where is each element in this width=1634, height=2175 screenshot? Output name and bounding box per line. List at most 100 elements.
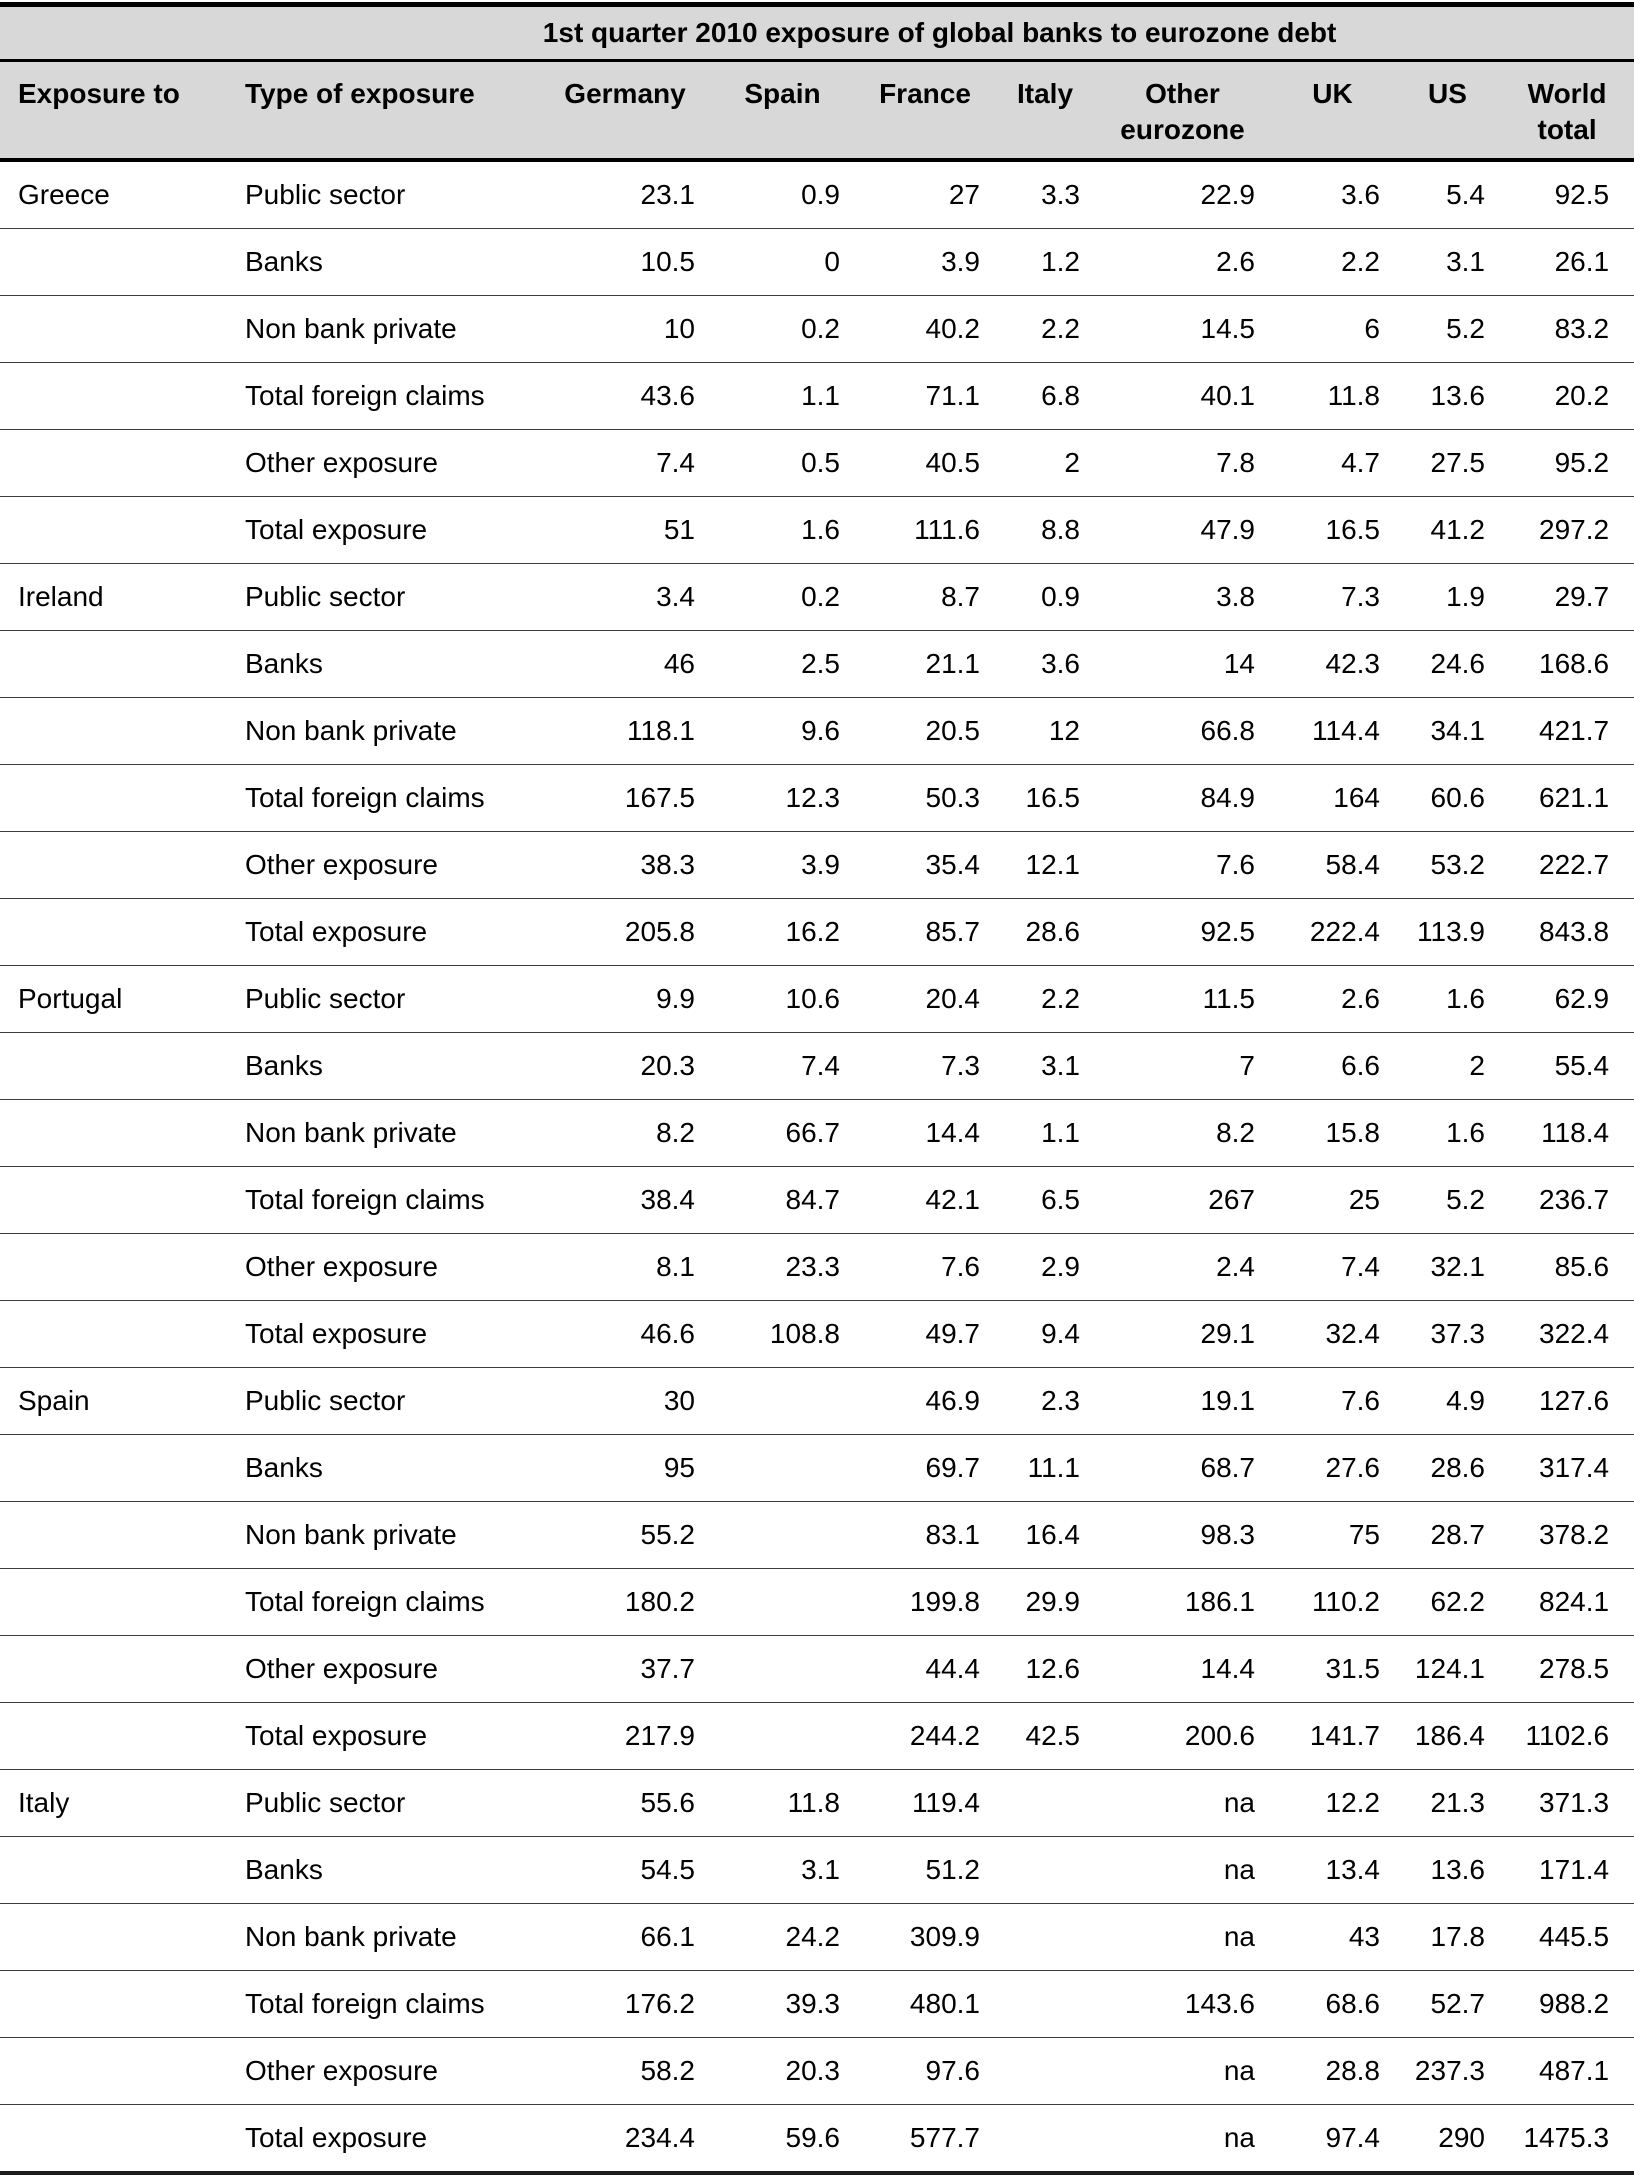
table-row-portugal-total-foreign-claims: Total foreign claims 38.4 84.7 42.1 6.5 267 25…: [0, 1166, 1634, 1234]
country-cell: [0, 831, 245, 899]
value-cell: 55.4: [1500, 1032, 1634, 1100]
column-header-label-line2: total: [1537, 114, 1597, 146]
exposure-type-cell: Public sector: [245, 1769, 540, 1837]
value-cell: 4.7: [1270, 429, 1395, 497]
value-cell: 843.8: [1500, 898, 1634, 966]
value-cell: 92.5: [1095, 898, 1270, 966]
country-cell: [0, 1166, 245, 1234]
value-cell: 445.5: [1500, 1903, 1634, 1971]
value-cell: 487.1: [1500, 2037, 1634, 2105]
value-cell: 28.8: [1270, 2037, 1395, 2105]
country-cell: [0, 362, 245, 430]
value-cell: 1475.3: [1500, 2104, 1634, 2174]
value-cell: 55.2: [540, 1501, 710, 1569]
value-cell: 7.6: [1095, 831, 1270, 899]
value-cell: 27: [855, 160, 995, 229]
column-header-label: UK: [1312, 78, 1353, 109]
country-cell: Italy: [0, 1769, 245, 1837]
value-cell: 42.1: [855, 1166, 995, 1234]
table-row-ireland-banks: Banks 46 2.5 21.1 3.6 14 42.3 24.6 168.6: [0, 630, 1634, 698]
column-header-type-of-exposure: Type of exposure: [245, 60, 540, 162]
value-cell: 7.4: [540, 429, 710, 497]
country-cell: [0, 1099, 245, 1167]
value-cell: 577.7: [855, 2104, 995, 2174]
value-cell: 124.1: [1395, 1635, 1500, 1703]
country-cell: [0, 1233, 245, 1301]
value-cell: 71.1: [855, 362, 995, 430]
value-cell: 40.1: [1095, 362, 1270, 430]
country-cell: Greece: [0, 160, 245, 229]
column-header-label-line2: eurozone: [1120, 114, 1245, 146]
value-cell: 317.4: [1500, 1434, 1634, 1502]
value-cell: 217.9: [540, 1702, 710, 1770]
value-cell: 3.6: [995, 630, 1095, 698]
value-cell: 55.6: [540, 1769, 710, 1837]
value-cell: 24.6: [1395, 630, 1500, 698]
value-cell: 40.5: [855, 429, 995, 497]
table-title: 1st quarter 2010 exposure of global bank…: [245, 4, 1634, 62]
value-cell: 51.2: [855, 1836, 995, 1904]
value-cell: 16.2: [710, 898, 855, 966]
value-cell: 14.5: [1095, 295, 1270, 363]
value-cell: 7.6: [855, 1233, 995, 1301]
value-cell: 114.4: [1270, 697, 1395, 765]
table-row-portugal-non-bank-private: Non bank private 8.2 66.7 14.4 1.1 8.2 15.8 1.6…: [0, 1099, 1634, 1167]
column-header-label: Italy: [1016, 78, 1074, 109]
value-cell: 46: [540, 630, 710, 698]
value-cell: 40.2: [855, 295, 995, 363]
value-cell: 31.5: [1270, 1635, 1395, 1703]
value-cell: 13.6: [1395, 1836, 1500, 1904]
value-cell: 267: [1095, 1166, 1270, 1234]
value-cell: 97.6: [855, 2037, 995, 2105]
exposure-type-cell: Total exposure: [245, 1300, 540, 1368]
country-cell: Spain: [0, 1367, 245, 1435]
value-cell: 237.3: [1395, 2037, 1500, 2105]
country-cell: [0, 697, 245, 765]
country-cell: [0, 1032, 245, 1100]
value-cell: 95: [540, 1434, 710, 1502]
country-cell: [0, 1300, 245, 1368]
value-cell: [710, 1702, 855, 1770]
value-cell: 30: [540, 1367, 710, 1435]
exposure-type-cell: Public sector: [245, 563, 540, 631]
value-cell: 54.5: [540, 1836, 710, 1904]
value-cell: 50.3: [855, 764, 995, 832]
value-cell: 26.1: [1500, 228, 1634, 296]
value-cell: 3.4: [540, 563, 710, 631]
value-cell: 12.2: [1270, 1769, 1395, 1837]
value-cell: 21.3: [1395, 1769, 1500, 1837]
column-header-label: France: [879, 78, 971, 109]
value-cell: 11.5: [1095, 965, 1270, 1033]
table-row-spain-public-sector: Spain Public sector 30 46.9 2.3 19.1 7.6 4.9 127…: [0, 1367, 1634, 1435]
table-body: Greece Public sector 23.1 0.9 27 3.3 22.9 3.6 5.…: [0, 160, 1634, 2174]
value-cell: 4.9: [1395, 1367, 1500, 1435]
value-cell: 1.1: [995, 1099, 1095, 1167]
exposure-type-cell: Non bank private: [245, 1099, 540, 1167]
value-cell: 85.6: [1500, 1233, 1634, 1301]
value-cell: 43.6: [540, 362, 710, 430]
value-cell: 10.5: [540, 228, 710, 296]
value-cell: 66.1: [540, 1903, 710, 1971]
value-cell: 21.1: [855, 630, 995, 698]
value-cell: 20.3: [710, 2037, 855, 2105]
column-header-exposure-to: Exposure to: [0, 60, 245, 162]
exposure-type-cell: Banks: [245, 1434, 540, 1502]
value-cell: 9.9: [540, 965, 710, 1033]
value-cell: 9.4: [995, 1300, 1095, 1368]
value-cell: 3.6: [1270, 160, 1395, 229]
value-cell: 7.6: [1270, 1367, 1395, 1435]
value-cell: 205.8: [540, 898, 710, 966]
exposure-type-cell: Banks: [245, 1836, 540, 1904]
value-cell: 1.6: [1395, 1099, 1500, 1167]
value-cell: [710, 1635, 855, 1703]
value-cell: 29.9: [995, 1568, 1095, 1636]
value-cell: 37.7: [540, 1635, 710, 1703]
value-cell: 6.6: [1270, 1032, 1395, 1100]
value-cell: 13.4: [1270, 1836, 1395, 1904]
value-cell: 32.4: [1270, 1300, 1395, 1368]
value-cell: 127.6: [1500, 1367, 1634, 1435]
value-cell: na: [1095, 2037, 1270, 2105]
country-cell: [0, 630, 245, 698]
value-cell: 98.3: [1095, 1501, 1270, 1569]
column-header-label: Germany: [564, 78, 686, 109]
